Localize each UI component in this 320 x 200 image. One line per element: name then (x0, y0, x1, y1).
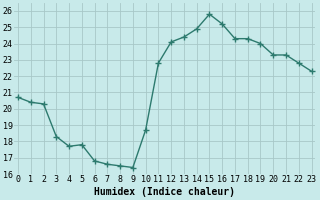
X-axis label: Humidex (Indice chaleur): Humidex (Indice chaleur) (94, 187, 235, 197)
